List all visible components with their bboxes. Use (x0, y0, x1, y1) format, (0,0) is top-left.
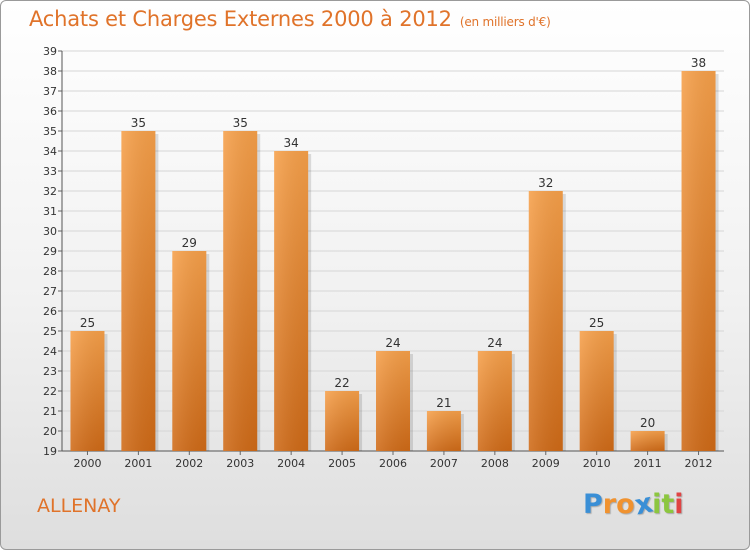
x-tick-label: 2010 (583, 457, 611, 470)
y-tick-label: 23 (43, 365, 57, 378)
bar-highlight (681, 71, 716, 451)
chart-title: Achats et Charges Externes 2000 à 2012 (e… (29, 7, 551, 31)
data-label: 20 (640, 416, 655, 430)
bar-highlight (426, 411, 461, 451)
y-tick-label: 39 (43, 45, 57, 58)
data-label: 29 (182, 236, 197, 250)
x-tick-label: 2006 (379, 457, 407, 470)
bar-highlight (579, 331, 614, 451)
logo-letter: i (674, 489, 684, 520)
data-label: 32 (538, 176, 553, 190)
y-tick-label: 26 (43, 305, 57, 318)
bar-highlight (172, 251, 207, 451)
chart-subtitle: (en milliers d'€) (459, 15, 551, 29)
data-label: 38 (691, 56, 706, 70)
data-label: 22 (334, 376, 349, 390)
y-tick-label: 19 (43, 445, 57, 458)
y-tick-label: 38 (43, 65, 57, 78)
x-tick-label: 2007 (430, 457, 458, 470)
y-tick-label: 20 (43, 425, 57, 438)
bar-highlight (630, 431, 665, 451)
y-tick-label: 31 (43, 205, 57, 218)
bar-highlight (274, 151, 309, 451)
logo-letter: P (583, 489, 603, 520)
x-tick-label: 2000 (73, 457, 101, 470)
logo-letter: t (661, 489, 675, 520)
bar-highlight (223, 131, 258, 451)
y-tick-label: 36 (43, 105, 57, 118)
data-label: 24 (385, 336, 400, 350)
logo-letter: o (616, 489, 635, 520)
y-tick-label: 21 (43, 405, 57, 418)
x-tick-label: 2009 (532, 457, 560, 470)
bar-highlight (121, 131, 156, 451)
data-label: 34 (284, 136, 299, 150)
bar-highlight (528, 191, 563, 451)
bar-highlight (325, 391, 360, 451)
y-tick-label: 25 (43, 325, 57, 338)
x-tick-label: 2005 (328, 457, 356, 470)
y-tick-label: 27 (43, 285, 57, 298)
x-tick-label: 2012 (685, 457, 713, 470)
y-tick-label: 33 (43, 165, 57, 178)
x-tick-label: 2008 (481, 457, 509, 470)
y-tick-label: 22 (43, 385, 57, 398)
x-tick-label: 2004 (277, 457, 305, 470)
commune-name: ALLENAY (37, 495, 121, 517)
x-tick-label: 2011 (634, 457, 662, 470)
y-tick-label: 32 (43, 185, 57, 198)
bar-highlight (376, 351, 410, 451)
y-tick-label: 35 (43, 125, 57, 138)
y-tick-label: 34 (43, 145, 57, 158)
data-label: 24 (487, 336, 502, 350)
x-tick-label: 2002 (175, 457, 203, 470)
logo-letter: r (602, 489, 617, 520)
data-label: 25 (80, 316, 95, 330)
y-tick-label: 24 (43, 345, 57, 358)
y-tick-label: 37 (43, 85, 57, 98)
proxiti-logo[interactable]: Proxiti (583, 488, 684, 522)
x-tick-label: 2003 (226, 457, 254, 470)
data-label: 35 (131, 116, 146, 130)
bar-highlight (477, 351, 512, 451)
data-label: 25 (589, 316, 604, 330)
y-tick-label: 30 (43, 225, 57, 238)
logo-letter: i (652, 489, 662, 520)
bar-highlight (70, 331, 105, 451)
data-label: 21 (436, 396, 451, 410)
chart-title-text: Achats et Charges Externes 2000 à 2012 (29, 7, 452, 31)
y-tick-label: 29 (43, 245, 57, 258)
data-label: 35 (233, 116, 248, 130)
y-tick-label: 28 (43, 265, 57, 278)
x-tick-label: 2001 (124, 457, 152, 470)
